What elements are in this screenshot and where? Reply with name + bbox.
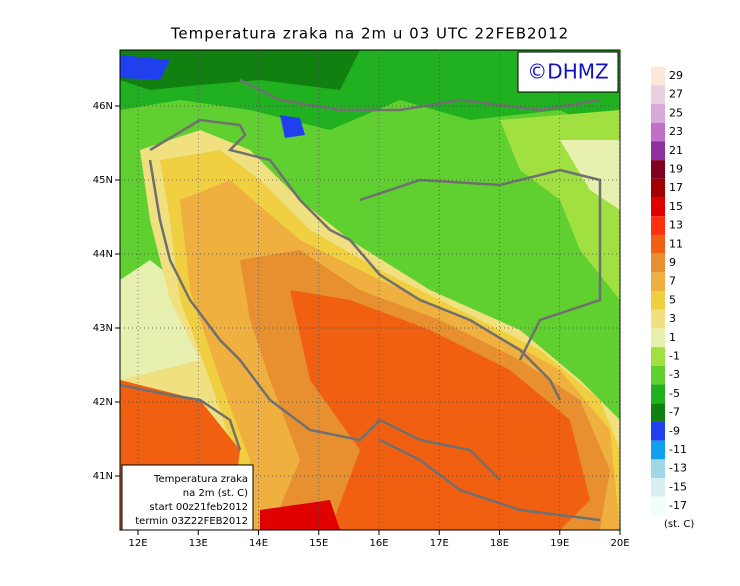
colorbar-unit: (st. C)	[664, 519, 694, 530]
colorbar-label: -17	[669, 499, 687, 512]
colorbar-label: 25	[669, 106, 683, 119]
colorbar-label: 3	[669, 312, 676, 325]
colorbar-swatch	[651, 216, 665, 235]
legend-line: start 00z21feb2012	[149, 502, 248, 513]
colorbar-label: 11	[669, 237, 683, 250]
colorbar-swatch	[651, 141, 665, 161]
colorbar-label: -13	[669, 462, 687, 475]
colorbar-swatch	[651, 421, 665, 441]
colorbar-label: 29	[669, 69, 683, 82]
lat-label: 43N	[93, 323, 113, 334]
colorbar-swatch	[651, 253, 665, 273]
colorbar-swatch	[651, 384, 665, 404]
colorbar-swatch	[651, 104, 665, 123]
colorbar-label: -15	[669, 480, 687, 493]
colorbar-label: 9	[669, 256, 676, 269]
legend-line: na 2m (st. C)	[183, 488, 248, 499]
legend-line: termin 03Z22FEB2012	[135, 516, 248, 527]
colorbar-label: -5	[669, 387, 680, 400]
colorbar-label: 15	[669, 200, 683, 213]
colorbar-swatch	[651, 440, 665, 460]
lon-label: 18E	[490, 538, 509, 549]
lon-label: 13E	[189, 538, 208, 549]
colorbar-label: 23	[669, 125, 683, 138]
logo-box	[517, 51, 619, 93]
lon-label: 16E	[369, 538, 388, 549]
colorbar-swatch	[651, 160, 665, 179]
colorbar-swatch	[651, 85, 665, 105]
colorbar-label: -1	[669, 350, 680, 363]
colorbar-swatch	[651, 197, 665, 217]
lat-label: 42N	[93, 397, 113, 408]
lon-label: 14E	[249, 538, 268, 549]
colorbar-swatch	[651, 496, 665, 516]
colorbar-swatch	[651, 459, 665, 479]
colorbar-swatch	[651, 272, 665, 292]
colorbar-label: 27	[669, 88, 683, 101]
colorbar-label: -3	[669, 368, 680, 381]
lat-label: 46N	[93, 101, 113, 112]
colorbar-swatch	[651, 347, 665, 366]
colorbar-label: 1	[669, 331, 676, 344]
lon-label: 20E	[610, 538, 629, 549]
colorbar-swatch	[651, 178, 665, 198]
colorbar-swatch	[651, 328, 665, 348]
lon-label: 15E	[309, 538, 328, 549]
colorbar-label: -7	[669, 406, 680, 419]
temperature-field	[120, 50, 620, 530]
lon-label: 19E	[550, 538, 569, 549]
colorbar-swatch	[651, 122, 665, 142]
colorbar-swatch	[651, 365, 665, 385]
colorbar-swatch	[651, 291, 665, 310]
lat-label: 41N	[93, 471, 113, 482]
colorbar-swatch	[651, 403, 665, 422]
lon-label: 17E	[430, 538, 449, 549]
colorbar-label: -11	[669, 443, 687, 456]
lat-label: 44N	[93, 249, 113, 260]
colorbar-swatch	[651, 478, 665, 497]
colorbar-label: 5	[669, 293, 676, 306]
colorbar-label: 19	[669, 163, 683, 176]
colorbar-label: 17	[669, 181, 683, 194]
legend-box	[121, 464, 254, 531]
lat-label: 45N	[93, 175, 113, 186]
colorbar-label: 7	[669, 275, 676, 288]
colorbar-swatch	[651, 234, 665, 254]
colorbar-swatch	[651, 66, 665, 86]
colorbar-label: 13	[669, 219, 683, 232]
logo: ©DHMZ	[527, 60, 608, 84]
colorbar-swatch	[651, 309, 665, 329]
title: Temperatura zraka na 2m u 03 UTC 22FEB20…	[170, 25, 569, 43]
lon-label: 12E	[128, 538, 147, 549]
colorbar-label: 21	[669, 144, 683, 157]
legend-line: Temperatura zraka	[153, 474, 248, 485]
colorbar-label: -9	[669, 424, 680, 437]
